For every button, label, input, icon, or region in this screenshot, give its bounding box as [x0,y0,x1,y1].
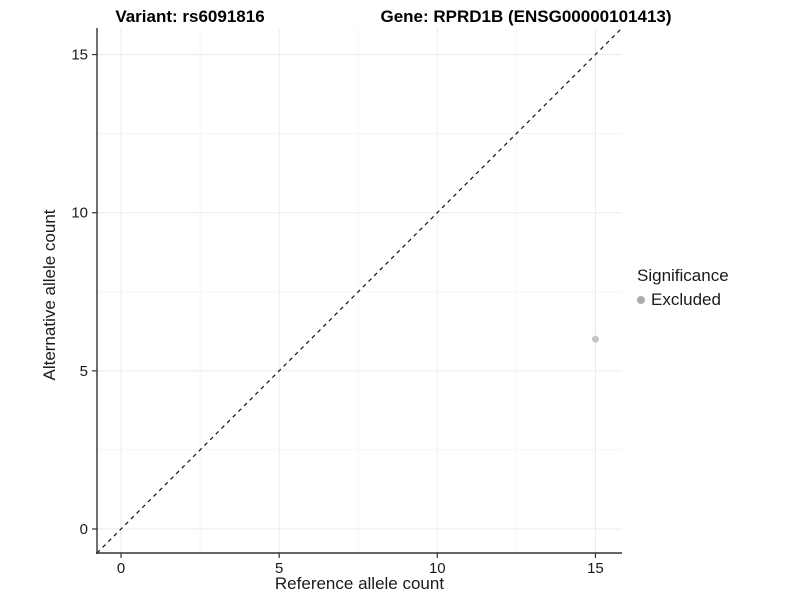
x-axis-tick-label: 10 [429,560,446,577]
legend-item-label: Excluded [651,290,721,309]
identity-dashed-line [96,27,623,554]
y-axis-tick-label: 5 [80,363,88,380]
y-axis-tick-label: 10 [71,205,88,222]
plot-title-gene: Gene: RPRD1B (ENSG00000101413) [380,7,672,26]
legend: Significance Excluded [637,266,729,310]
x-axis-tick-label: 15 [587,560,604,577]
legend-item-excluded: Excluded [637,290,729,310]
circle-marker-icon [637,296,645,304]
data-point [591,335,599,343]
x-axis-tick-label: 5 [275,560,283,577]
y-axis-title: Alternative allele count [40,209,59,381]
y-axis-tick-label: 15 [71,47,88,64]
plot-title-variant: Variant: rs6091816 [115,7,265,26]
x-axis-tick-label: 0 [117,560,125,577]
x-axis-title: Reference allele count [274,574,445,593]
y-axis-tick-label: 0 [80,521,88,538]
legend-title: Significance [637,266,729,285]
